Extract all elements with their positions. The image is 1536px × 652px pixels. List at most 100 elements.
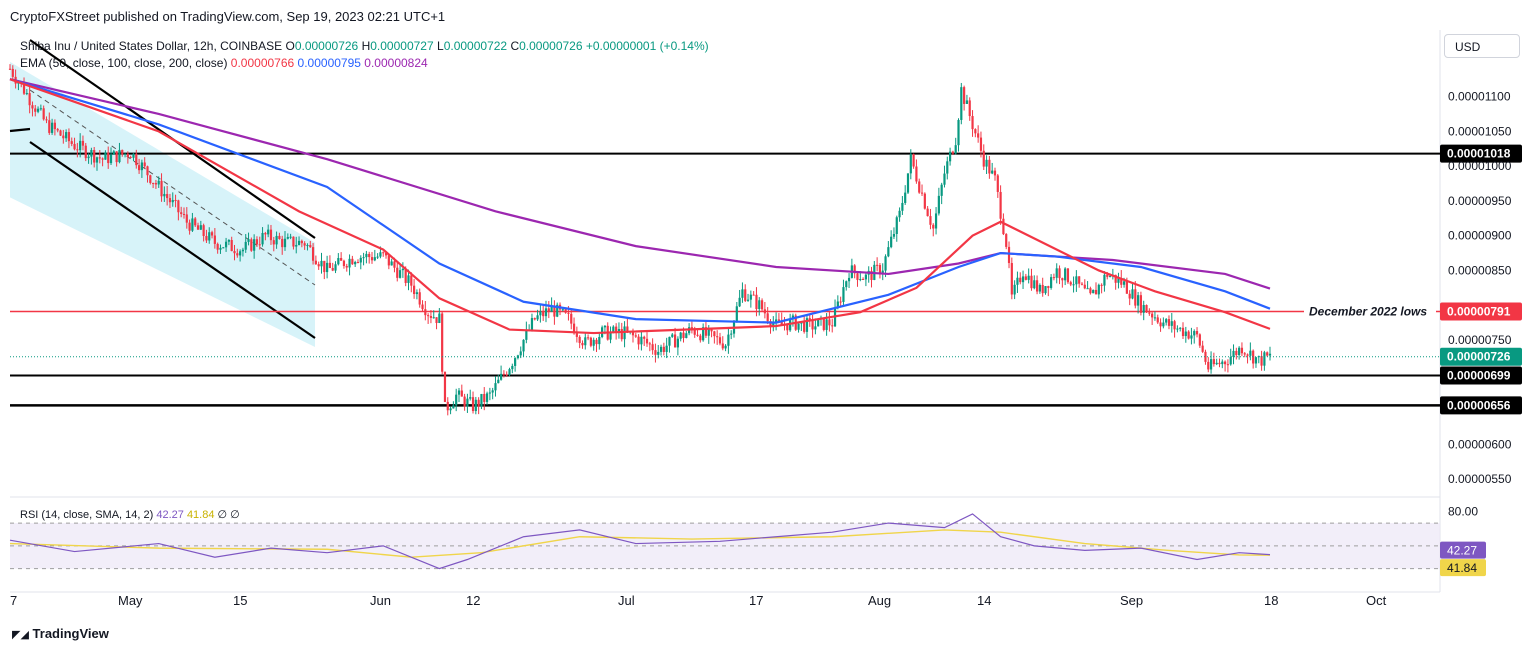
candle-body xyxy=(887,247,890,257)
candle-body xyxy=(45,119,48,121)
candle-body xyxy=(926,208,929,217)
rsi-label[interactable]: RSI (14, close, SMA, 14, 2) xyxy=(20,509,154,521)
candle-body xyxy=(48,120,51,133)
candle-body xyxy=(704,327,708,336)
candle-body xyxy=(449,408,452,411)
candle-body xyxy=(547,308,550,313)
candle-body xyxy=(1064,268,1067,281)
candle-body xyxy=(836,301,839,308)
candle-body xyxy=(828,319,831,326)
candle-body xyxy=(1092,289,1095,294)
candle-body xyxy=(438,313,441,324)
candle-body xyxy=(348,258,351,268)
candle-body xyxy=(584,337,587,346)
candle-body xyxy=(505,374,508,376)
candle-body xyxy=(79,140,82,151)
ema50-value: 0.00000766 xyxy=(230,56,295,70)
candle-body xyxy=(98,157,101,159)
candle-body xyxy=(575,333,578,337)
candle-body xyxy=(70,141,73,144)
candle-body xyxy=(502,373,505,375)
candle-body xyxy=(118,149,121,163)
candle-body xyxy=(1108,275,1112,277)
candle-body xyxy=(671,334,674,337)
channel-lower-line xyxy=(29,141,316,339)
candle-body xyxy=(539,311,542,316)
high-value: 0.00000727 xyxy=(370,39,434,53)
candle-body xyxy=(25,93,28,95)
currency-button[interactable]: USD xyxy=(1444,34,1520,58)
candle-body xyxy=(662,346,665,352)
candle-body xyxy=(811,319,814,330)
candle-body xyxy=(556,304,559,317)
candle-body xyxy=(615,326,618,333)
symbol-name[interactable]: Shiba Inu / United States Dollar, 12h, C… xyxy=(20,39,283,53)
candle-body xyxy=(497,379,500,384)
candle-body xyxy=(1005,234,1008,247)
candle-body xyxy=(763,309,766,314)
candle-body xyxy=(668,336,671,346)
candle-body xyxy=(847,277,851,282)
candle-body xyxy=(123,153,127,155)
candle-body xyxy=(180,212,183,214)
candle-body xyxy=(300,240,303,244)
candle-body xyxy=(814,326,817,330)
candle-body xyxy=(488,392,491,394)
candle-body xyxy=(752,294,755,296)
candle-body xyxy=(244,241,247,250)
candle-body xyxy=(1221,361,1224,365)
candle-body xyxy=(864,274,868,280)
candle-body xyxy=(275,235,278,245)
candle-body xyxy=(988,159,991,174)
candle-body xyxy=(379,252,382,257)
candle-body xyxy=(1075,276,1078,285)
ema-label[interactable]: EMA (50, close, 100, close, 200, close) xyxy=(20,56,228,70)
candle-body xyxy=(216,243,219,250)
candle-body xyxy=(991,170,994,174)
candle-body xyxy=(974,129,977,134)
candle-body xyxy=(199,225,202,230)
rsi-line xyxy=(9,513,1271,570)
tradingview-logo[interactable]: ◤◢ TradingView xyxy=(12,626,109,641)
candle-body xyxy=(1097,284,1100,295)
candle-body xyxy=(140,162,143,171)
candle-body xyxy=(1010,263,1013,295)
candle-body xyxy=(267,229,270,235)
candle-body xyxy=(861,279,865,281)
candle-body xyxy=(1100,284,1103,286)
candle-body xyxy=(435,317,438,324)
candle-body xyxy=(525,329,528,340)
candle-body xyxy=(514,358,517,366)
candle-body xyxy=(1148,312,1151,314)
candle-body xyxy=(485,393,489,402)
candle-body xyxy=(1117,278,1120,283)
candle-body xyxy=(424,309,427,316)
candle-body xyxy=(550,305,553,313)
candle-body xyxy=(685,333,688,339)
candle-body xyxy=(1162,322,1165,327)
candle-body xyxy=(881,270,884,275)
candle-body xyxy=(561,309,564,311)
candle-body xyxy=(1024,276,1027,280)
candle-body xyxy=(1187,331,1190,339)
candle-body xyxy=(1249,350,1252,356)
candle-body xyxy=(1142,305,1145,313)
candle-body xyxy=(876,264,879,266)
candle-body xyxy=(160,180,163,197)
candle-body xyxy=(1229,356,1232,365)
x-tick-label: Jun xyxy=(370,593,391,608)
candle-body xyxy=(780,320,783,325)
y-tick-label: 0.00000600 xyxy=(1448,437,1512,451)
candle-body xyxy=(365,253,368,258)
candle-body xyxy=(853,265,856,274)
candle-body xyxy=(443,371,447,402)
candle-body xyxy=(659,346,663,352)
rsi-extra: ∅ ∅ xyxy=(217,509,240,521)
y-tick-label: 0.00001050 xyxy=(1448,124,1512,138)
candle-body xyxy=(362,257,365,259)
candle-body xyxy=(93,149,96,163)
candle-body xyxy=(87,156,90,159)
candle-body xyxy=(878,265,882,275)
candle-body xyxy=(34,108,37,112)
